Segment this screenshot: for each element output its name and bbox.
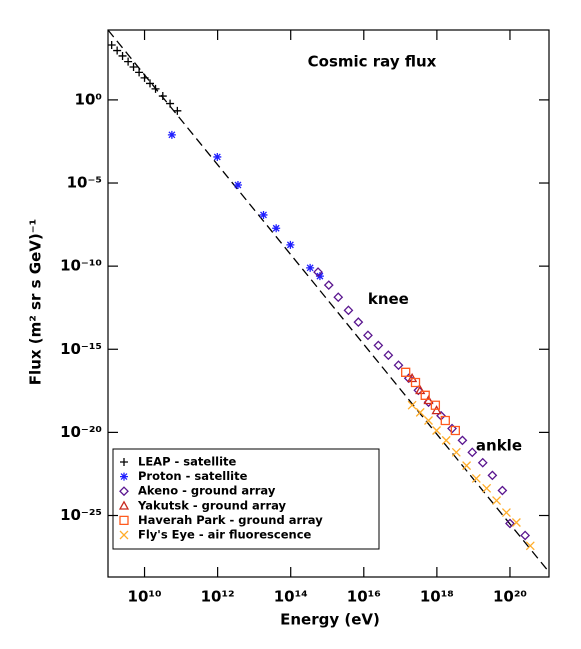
legend-label: Haverah Park - ground array <box>138 513 323 527</box>
data-point <box>440 415 450 426</box>
legend-label: Proton - satellite <box>138 469 248 483</box>
data-point <box>430 400 441 410</box>
data-point <box>363 330 373 341</box>
y-tick-label: 10⁻⁵ <box>67 174 102 192</box>
data-point <box>158 92 167 101</box>
legend-label: Akeno - ground array <box>138 484 276 498</box>
x-axis-label: Energy (eV) <box>280 611 380 629</box>
legend-box <box>112 448 380 550</box>
data-point <box>477 457 488 468</box>
data-point <box>410 377 421 388</box>
data-point <box>467 447 478 458</box>
data-point <box>457 435 468 446</box>
data-point <box>492 496 502 506</box>
data-point <box>505 518 515 529</box>
y-tick-label: 10⁻¹⁵ <box>60 340 102 358</box>
data-point <box>525 541 535 551</box>
data-point <box>501 508 511 518</box>
legend-symbol <box>120 458 128 466</box>
y-axis-label: Flux (m² sr s GeV)⁻¹ <box>27 219 45 385</box>
data-point <box>420 390 430 400</box>
data-point <box>415 407 425 417</box>
data-point <box>333 292 344 303</box>
data-point <box>259 210 268 219</box>
data-point <box>306 263 315 272</box>
annotation: knee <box>368 290 409 308</box>
data-point <box>151 84 160 93</box>
data-point <box>213 152 222 161</box>
data-point <box>401 367 411 377</box>
data-point <box>450 425 460 436</box>
plot-frame <box>107 29 550 578</box>
data-point <box>167 130 176 139</box>
data-point <box>487 470 498 481</box>
annotation: ankle <box>476 437 522 455</box>
chart-title: Cosmic ray flux <box>308 53 437 71</box>
legend-label: Fly's Eye - air fluorescence <box>138 528 312 542</box>
data-point <box>511 518 521 527</box>
y-tick-label: 10⁻²⁰ <box>60 423 102 441</box>
data-point <box>173 106 182 115</box>
x-tick-label: 10¹⁶ <box>347 588 381 606</box>
data-point <box>393 360 404 371</box>
data-point <box>286 240 295 249</box>
data-point <box>118 51 127 60</box>
data-point <box>415 384 426 395</box>
data-point <box>343 305 354 316</box>
data-point <box>140 73 149 82</box>
data-point <box>424 416 433 425</box>
data-point <box>451 447 461 457</box>
data-point <box>313 267 323 277</box>
fit-line <box>107 29 550 573</box>
data-point <box>431 405 442 415</box>
y-tick-label: 10⁻¹⁰ <box>60 257 102 275</box>
data-point <box>129 63 138 72</box>
data-point <box>107 41 116 50</box>
legend-symbol <box>119 486 129 497</box>
y-tick-label: 10⁰ <box>75 90 102 108</box>
data-point <box>441 435 451 445</box>
x-tick-label: 10¹⁰ <box>128 588 162 606</box>
x-tick-label: 10¹⁸ <box>420 588 454 606</box>
legend-label: LEAP - satellite <box>138 455 237 469</box>
x-tick-label: 10¹² <box>201 588 235 606</box>
data-point <box>353 317 364 328</box>
x-tick-label: 10²⁰ <box>493 588 527 606</box>
data-point <box>233 180 242 189</box>
data-point <box>482 483 492 493</box>
x-tick-label: 10¹⁴ <box>274 588 308 606</box>
data-point <box>323 280 334 291</box>
data-point <box>447 423 457 434</box>
data-point <box>373 340 384 351</box>
data-point <box>383 350 394 361</box>
data-point <box>166 99 175 108</box>
y-tick-label: 10⁻²⁵ <box>60 506 102 524</box>
data-point <box>432 426 442 435</box>
data-point <box>462 461 472 471</box>
data-point <box>135 68 144 77</box>
data-point <box>520 530 531 541</box>
data-point <box>497 485 508 496</box>
data-point <box>113 46 122 55</box>
data-point <box>407 400 417 410</box>
legend-symbol <box>119 515 129 526</box>
legend-symbol <box>118 500 130 510</box>
legend-label: Yakutsk - ground array <box>137 498 287 512</box>
data-point <box>145 79 154 88</box>
data-point <box>315 272 324 281</box>
data-point <box>272 224 281 233</box>
data-point <box>471 473 481 483</box>
legend-symbol <box>120 472 128 481</box>
legend-symbol <box>119 530 129 540</box>
data-point <box>124 57 133 66</box>
